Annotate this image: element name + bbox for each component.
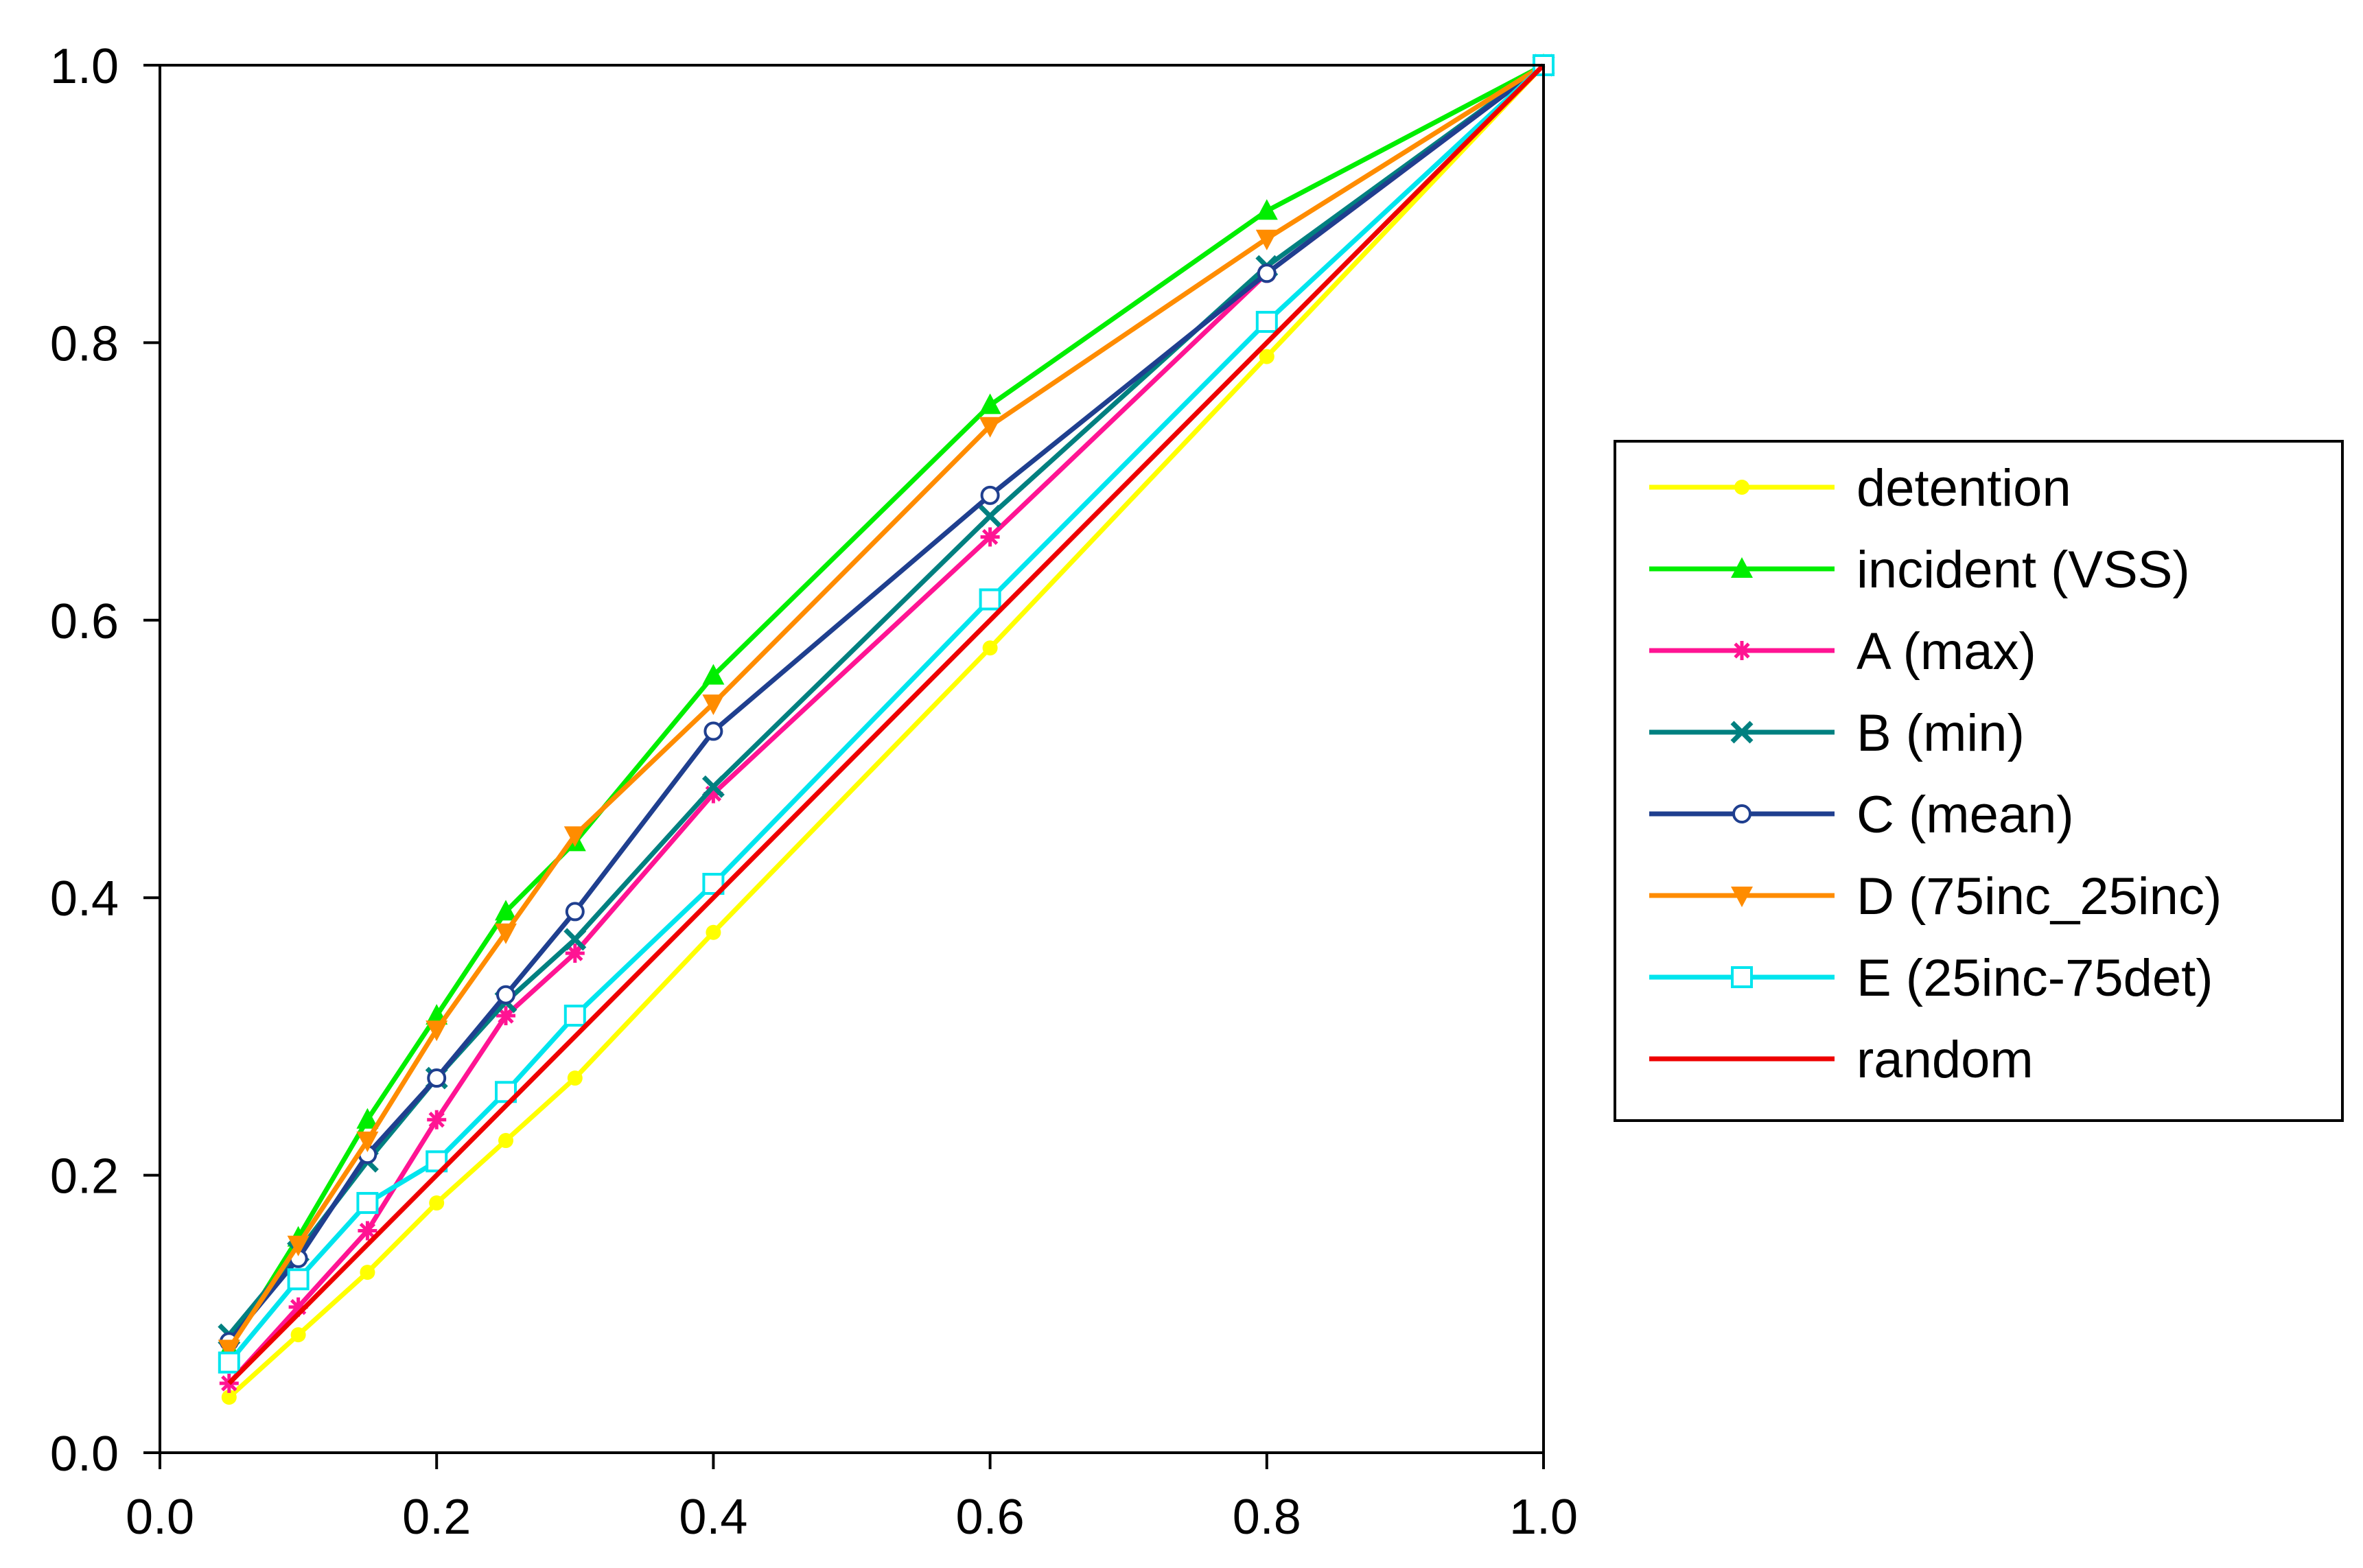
series-line (227, 63, 1546, 1385)
x-axis: 0.0 0.2 0.4 0.6 0.8 1.0 (126, 1453, 1578, 1545)
data-point (287, 1268, 310, 1291)
legend-box (1614, 440, 2344, 1122)
legend-marker (1732, 804, 1751, 823)
legend: detention incident (VSS) A (max) B (min) C (… (1614, 440, 2344, 1122)
legend-marker (1734, 480, 1749, 495)
plot-frame (159, 64, 1545, 1454)
data-point (565, 944, 585, 963)
data-point (563, 1005, 586, 1027)
series-line (227, 63, 1546, 1399)
legend-label: A (max) (1856, 622, 2036, 681)
data-point (702, 664, 725, 685)
data-point (706, 924, 721, 940)
data-point (427, 1068, 447, 1088)
legend-item: random (1649, 1031, 2034, 1089)
data-point (426, 1150, 448, 1173)
data-point (496, 1006, 515, 1026)
data-point (356, 1192, 379, 1215)
series-7 (227, 63, 1546, 1385)
legend-label: D (75inc_25inc) (1856, 867, 2222, 926)
data-point (567, 1070, 583, 1086)
data-point (496, 985, 515, 1005)
data-point (427, 1110, 447, 1130)
data-point (703, 721, 723, 741)
data-point (1255, 311, 1278, 334)
legend-label: B (min) (1856, 704, 2025, 762)
legend-item: E (25inc-75det) (1649, 949, 2213, 1007)
data-point (290, 1327, 306, 1343)
data-point (563, 826, 586, 847)
legend-marker (1731, 887, 1753, 907)
series-line (227, 63, 1546, 1385)
data-point (702, 694, 725, 716)
data-point (498, 1133, 513, 1149)
series-5 (218, 56, 1555, 1361)
legend-label: E (25inc-75det) (1856, 949, 2213, 1007)
data-point (495, 923, 517, 944)
y-tick-label: 0.0 (50, 1427, 119, 1482)
series-layer (218, 54, 1555, 1405)
data-point (701, 775, 725, 798)
data-point (979, 417, 1001, 438)
legend-item: C (mean) (1649, 786, 2074, 844)
data-point (979, 588, 1001, 611)
data-point (1255, 229, 1278, 250)
data-point (1257, 264, 1277, 283)
series-line (226, 62, 1545, 1350)
legend-item: detention (1649, 459, 2071, 517)
legend-item: incident (VSS) (1649, 541, 2190, 599)
data-point (979, 393, 1001, 414)
legend-marker (1731, 966, 1753, 988)
legend-marker (1731, 557, 1753, 578)
data-point (360, 1265, 375, 1280)
series-line (227, 63, 1546, 1344)
data-point (982, 640, 998, 656)
data-point (426, 1020, 448, 1042)
data-point (980, 485, 1000, 505)
data-point (218, 1351, 240, 1374)
y-tick-label: 0.6 (50, 594, 119, 649)
y-tick-label: 0.4 (50, 871, 119, 926)
data-point (429, 1195, 445, 1211)
x-tick-label: 0.8 (1233, 1490, 1301, 1545)
x-tick-label: 0.0 (126, 1490, 194, 1545)
data-point (495, 900, 517, 921)
x-tick-label: 0.4 (679, 1490, 747, 1545)
data-point (221, 1390, 237, 1405)
legend-marker (1732, 641, 1751, 660)
data-point (358, 1221, 377, 1241)
data-point (980, 527, 1000, 547)
legend-label: detention (1856, 459, 2071, 517)
x-tick-label: 0.6 (956, 1490, 1025, 1545)
legend-marker (1730, 721, 1754, 744)
series-line (226, 63, 1545, 1350)
data-point (563, 928, 587, 951)
data-point (287, 1235, 310, 1256)
data-point (356, 1132, 379, 1153)
legend-item: A (max) (1649, 622, 2036, 681)
legend-label: incident (VSS) (1856, 541, 2190, 599)
y-axis: 0.0 0.2 0.4 0.6 0.8 1.0 (50, 39, 160, 1482)
legend-item: D (75inc_25inc) (1649, 867, 2222, 926)
data-point (565, 902, 585, 922)
x-tick-label: 1.0 (1509, 1490, 1578, 1545)
data-point (979, 504, 1002, 528)
data-point (1255, 199, 1278, 220)
y-tick-label: 0.2 (50, 1149, 119, 1204)
legend-item: B (min) (1649, 704, 2025, 762)
data-point (356, 1108, 379, 1129)
legend-label: C (mean) (1856, 786, 2074, 844)
series-line (227, 63, 1546, 1364)
y-tick-label: 0.8 (50, 316, 119, 371)
legend-label: random (1856, 1031, 2034, 1089)
data-point (1259, 349, 1274, 364)
x-tick-label: 0.2 (402, 1490, 471, 1545)
y-tick-label: 1.0 (50, 39, 119, 94)
data-point (218, 1339, 240, 1361)
